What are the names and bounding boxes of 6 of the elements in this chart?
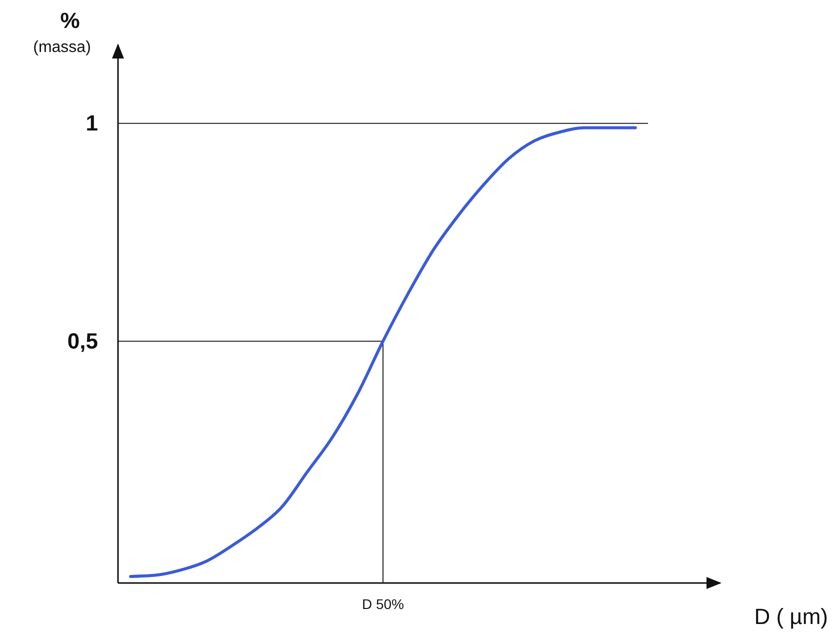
- text: D ( µm): [754, 604, 828, 629]
- line-series: [129, 126, 637, 578]
- y-tick-label: 0,5: [67, 328, 98, 354]
- y-axis-title: % (massa): [33, 8, 91, 56]
- y-tick-label: 1: [86, 110, 98, 136]
- x-tick-label: D 50%: [362, 596, 404, 612]
